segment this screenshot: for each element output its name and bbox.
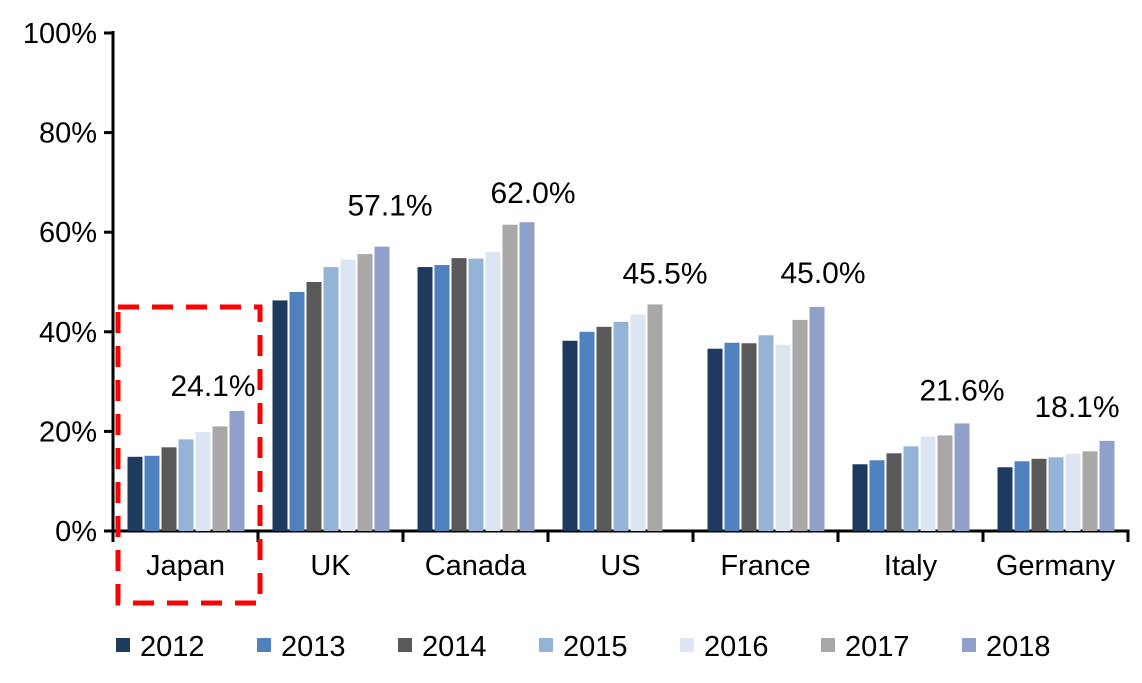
bar-italy-2012 (852, 464, 868, 531)
bar-uk-2013 (289, 291, 305, 531)
bar-uk-2014 (306, 282, 322, 531)
x-category-label-japan: Japan (146, 550, 225, 582)
bar-france-2016 (775, 344, 791, 531)
bar-canada-2018 (519, 222, 535, 532)
x-category-label-italy: Italy (884, 550, 938, 582)
bar-us-2015 (613, 321, 629, 531)
legend-label-2013: 2013 (281, 631, 346, 663)
legend-swatch-2016 (680, 638, 694, 652)
bar-france-2018 (809, 306, 825, 531)
legend-swatch-2014 (398, 638, 412, 652)
bar-germany-2015 (1048, 457, 1064, 531)
bar-germany-2014 (1031, 458, 1047, 531)
x-category-label-germany: Germany (996, 550, 1116, 582)
highlight-box-japan (115, 304, 263, 606)
bar-france-2013 (724, 342, 740, 531)
x-category-label-canada: Canada (425, 550, 527, 582)
bar-canada-2017 (502, 224, 518, 532)
legend-label-2014: 2014 (422, 631, 487, 663)
y-tick-label: 0% (55, 516, 97, 548)
bar-italy-2013 (869, 460, 885, 531)
legend-swatch-2015 (539, 638, 553, 652)
data-label-canada: 62.0% (490, 177, 575, 210)
data-label-germany: 18.1% (1034, 391, 1119, 424)
y-tick-label: 60% (39, 217, 97, 249)
bar-uk-2018 (374, 246, 390, 531)
legend-swatch-2017 (821, 638, 835, 652)
bar-france-2012 (707, 348, 723, 531)
bar-canada-2015 (468, 258, 484, 531)
bar-uk-2015 (323, 267, 339, 531)
bar-italy-2017 (937, 435, 953, 531)
bar-canada-2013 (434, 265, 450, 531)
bar-italy-2018 (954, 423, 970, 531)
legend-swatch-2012 (116, 638, 130, 652)
bar-us-2014 (596, 326, 612, 531)
bar-canada-2016 (485, 252, 501, 531)
bar-germany-2017 (1082, 451, 1098, 531)
bar-us-2013 (579, 331, 595, 531)
bar-japan-2018 (229, 410, 245, 531)
bar-germany-2016 (1065, 453, 1081, 531)
x-category-label-france: France (720, 550, 810, 582)
legend-label-2012: 2012 (140, 631, 205, 663)
bar-france-2015 (758, 335, 774, 531)
legend-label-2015: 2015 (563, 631, 628, 663)
legend-label-2018: 2018 (986, 631, 1051, 663)
y-tick-label: 40% (39, 317, 97, 349)
bar-japan-2016 (195, 431, 211, 531)
bar-japan-2017 (212, 426, 228, 531)
data-label-france: 45.0% (780, 257, 865, 290)
bar-italy-2015 (903, 446, 919, 531)
legend-label-2017: 2017 (845, 631, 910, 663)
data-label-us: 45.5% (622, 257, 707, 290)
data-label-japan: 24.1% (170, 370, 255, 403)
data-label-italy: 21.6% (919, 374, 1004, 407)
bar-canada-2014 (451, 258, 467, 531)
bar-uk-2016 (340, 259, 356, 531)
bar-italy-2014 (886, 453, 902, 531)
data-label-uk: 57.1% (347, 190, 432, 223)
legend-swatch-2018 (962, 638, 976, 652)
bar-japan-2012 (127, 456, 143, 531)
bar-uk-2012 (272, 300, 288, 531)
bar-japan-2014 (161, 447, 177, 531)
y-tick-label: 100% (23, 18, 97, 50)
bar-japan-2013 (144, 455, 160, 531)
legend-swatch-2013 (257, 638, 271, 652)
x-category-label-uk: UK (310, 550, 351, 582)
bar-us-2016 (630, 314, 646, 531)
y-tick-label: 80% (39, 118, 97, 150)
bar-us-2017 (647, 304, 663, 531)
bar-france-2017 (792, 319, 808, 531)
bar-japan-2015 (178, 439, 194, 531)
legend-label-2016: 2016 (704, 631, 769, 663)
bar-germany-2013 (1014, 461, 1030, 531)
y-tick-label: 20% (39, 416, 97, 448)
bar-uk-2017 (357, 254, 373, 531)
x-category-label-us: US (600, 550, 640, 582)
bar-italy-2016 (920, 436, 936, 531)
bar-us-2012 (562, 340, 578, 531)
bar-germany-2018 (1099, 440, 1115, 531)
bar-france-2014 (741, 343, 757, 531)
bar-canada-2012 (417, 267, 433, 531)
bar-germany-2012 (997, 467, 1013, 531)
